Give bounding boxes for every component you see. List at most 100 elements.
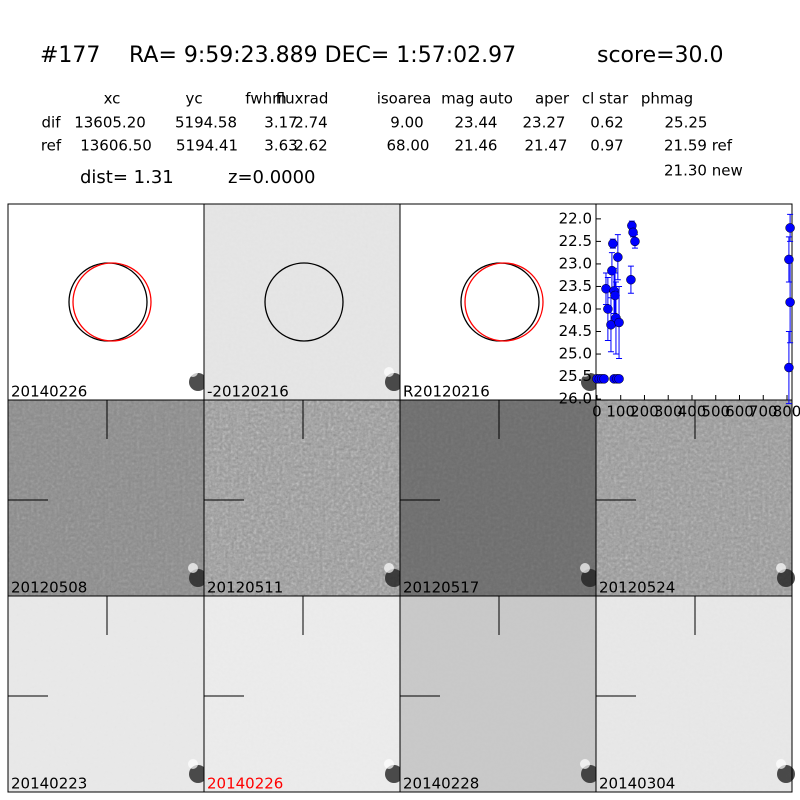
y-tick-label: 25.0 <box>559 345 592 363</box>
column-header: xc <box>104 90 121 108</box>
tile-label: 20120524 <box>599 579 675 597</box>
column-header: yc <box>185 90 202 108</box>
y-tick-label: 24.5 <box>559 322 592 340</box>
cell: 2.74 <box>294 114 327 132</box>
column-header: aper <box>535 90 570 108</box>
data-point <box>630 236 640 247</box>
coordinates: RA= 9:59:23.889 DEC= 1:57:02.97 <box>129 43 516 68</box>
data-point <box>613 252 623 262</box>
image-noise <box>400 596 596 792</box>
image-noise <box>204 400 400 596</box>
y-tick-label: 23.0 <box>559 254 592 272</box>
cell: 21.46 <box>455 137 498 155</box>
image-noise <box>596 400 792 596</box>
source-blob <box>580 367 590 377</box>
image-noise <box>596 596 792 792</box>
column-header: mag auto <box>441 90 513 108</box>
cell: 13606.50 <box>80 137 152 155</box>
cell: 5194.41 <box>176 137 238 155</box>
phmag-new: 21.30 new <box>664 162 743 180</box>
x-tick-label: 300 <box>654 403 683 421</box>
x-tick-label: 800 <box>773 403 800 421</box>
column-header: fwhm <box>245 90 286 108</box>
cell: 5194.58 <box>175 114 237 132</box>
x-tick-label: 400 <box>678 403 707 421</box>
image-noise <box>8 400 204 596</box>
image-tile <box>8 204 204 400</box>
image-noise <box>8 596 204 792</box>
cell: 21.59 ref <box>664 137 733 155</box>
x-tick-label: 100 <box>606 403 635 421</box>
tile-label: 20120517 <box>403 579 479 597</box>
source-blob <box>777 569 795 587</box>
source-blob <box>385 765 403 783</box>
y-tick-label: 22.0 <box>559 209 592 227</box>
tile-label: 20140304 <box>599 775 675 793</box>
source-blob <box>189 373 207 391</box>
image-noise <box>204 204 400 400</box>
cell: 0.97 <box>590 137 623 155</box>
y-tick-label: 22.5 <box>559 232 592 250</box>
image-noise <box>204 596 400 792</box>
y-tick-label: 24.0 <box>559 299 592 317</box>
data-point <box>626 274 636 285</box>
aperture <box>264 262 344 342</box>
panels: 20140226 -20120216 R20120216 20120508 201205… <box>7 203 795 793</box>
source-blob <box>581 569 599 587</box>
source-blob <box>384 563 394 573</box>
score: score=30.0 <box>597 43 724 68</box>
data-point <box>614 317 624 328</box>
cell: 21.47 <box>525 137 568 155</box>
source-blob <box>777 765 795 783</box>
row-label: ref <box>41 137 62 155</box>
image-noise <box>400 400 596 596</box>
cell: 3.17 <box>264 114 297 132</box>
data-point <box>785 297 795 307</box>
tile-label: 20140226 <box>11 383 87 401</box>
source-blob <box>776 759 786 769</box>
cell: 3.63 <box>264 137 297 155</box>
cell: 13605.20 <box>74 114 146 132</box>
data-point <box>608 238 618 249</box>
image-tile <box>400 204 596 400</box>
aperture-ref <box>464 262 544 342</box>
data-point <box>599 374 609 384</box>
tile-label: 20120508 <box>11 579 87 597</box>
source-blob <box>776 563 786 573</box>
y-tick-label: 26.0 <box>559 390 592 408</box>
column-header: isoarea <box>377 90 432 108</box>
source-blob <box>384 367 394 377</box>
data-point <box>614 374 624 384</box>
tile-label: -20120216 <box>207 383 289 401</box>
x-tick-label: 600 <box>725 403 754 421</box>
tile-label: 20120511 <box>207 579 283 597</box>
cell: 9.00 <box>390 114 423 132</box>
x-tick-label: 200 <box>630 403 659 421</box>
data-point <box>628 227 638 238</box>
cell: 23.27 <box>523 114 566 132</box>
tile-label: 20140223 <box>11 775 87 793</box>
light-curve: 22.0 22.5 23.0 23.5 24.0 24.5 25.0 25.5 26.00 100… <box>559 203 800 421</box>
source-blob <box>189 765 207 783</box>
data-point <box>784 362 794 373</box>
data-point <box>610 290 620 301</box>
cell: 23.44 <box>455 114 498 132</box>
plot-area <box>595 203 793 401</box>
source-blob <box>188 759 198 769</box>
column-header: cl star <box>582 90 629 108</box>
source-blob <box>188 563 198 573</box>
redshift: z=0.0000 <box>228 167 316 188</box>
row-label: dif <box>42 114 62 132</box>
source-blob <box>385 373 403 391</box>
source-blob <box>189 569 207 587</box>
candidate-id: #177 <box>40 43 100 68</box>
data-point <box>784 254 794 265</box>
tile-label: 20140226 <box>207 775 283 793</box>
cell: 2.62 <box>294 137 327 155</box>
cell: 68.00 <box>387 137 430 155</box>
source-blob <box>188 367 198 377</box>
dist: dist= 1.31 <box>80 167 174 188</box>
y-tick-label: 25.5 <box>559 367 592 385</box>
